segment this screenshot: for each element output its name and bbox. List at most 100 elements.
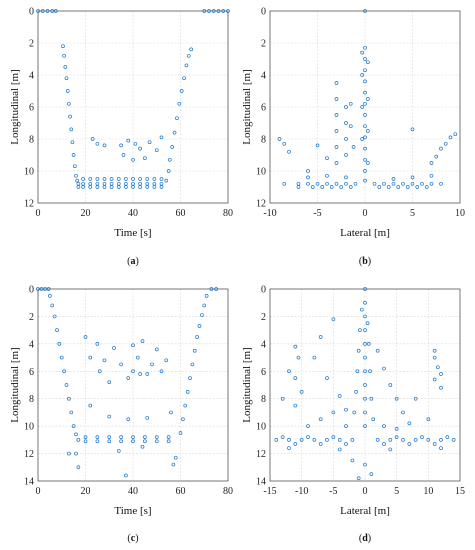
scatter-point (164, 358, 169, 363)
scatter-point (439, 446, 443, 450)
scatter-point (166, 439, 171, 444)
scatter-point (432, 442, 437, 446)
scatter-point (415, 185, 420, 189)
y-tick-label: 10 (256, 422, 266, 433)
scatter-point (169, 410, 173, 415)
scatter-point (396, 185, 401, 189)
scatter-point (382, 442, 386, 446)
scatter-point (344, 424, 348, 428)
x-tick-label: -10 (295, 486, 308, 497)
scatter-point (413, 396, 418, 401)
y-tick-label: 10 (24, 167, 34, 178)
scatter-point (166, 435, 171, 439)
y-tick-label: 6 (29, 367, 34, 378)
panel-label: (c) (127, 533, 138, 544)
scatter-point (280, 396, 285, 401)
scatter-point (95, 181, 100, 186)
scatter-point (188, 376, 192, 380)
y-tick-label: 10 (24, 422, 34, 433)
scatter-point (90, 137, 95, 141)
scatter-point (102, 143, 107, 148)
scatter-point (388, 383, 393, 387)
scatter-point (325, 156, 329, 161)
scatter-point (173, 455, 178, 460)
scatter-point (394, 427, 399, 431)
scatter-point (71, 153, 76, 157)
scatter-point (306, 181, 310, 186)
scatter-point (50, 9, 55, 13)
scatter-point (76, 181, 81, 186)
scatter-point (382, 366, 386, 371)
scatter-point (197, 324, 202, 328)
scatter-point (432, 377, 437, 382)
scatter-point (359, 307, 364, 312)
scatter-point (339, 185, 344, 189)
scatter-point (439, 372, 443, 376)
scatter-point (159, 177, 164, 181)
y-tick-label: 4 (29, 71, 34, 82)
scatter-point (159, 181, 164, 186)
scatter-point (116, 185, 121, 189)
scatter-point (391, 177, 396, 181)
scatter-point (76, 465, 81, 470)
scatter-point (363, 424, 367, 428)
scatter-point (71, 424, 76, 428)
x-axis-label: Lateral [m] (340, 227, 390, 239)
x-tick-label: 0 (36, 208, 41, 219)
scatter-point (369, 396, 374, 401)
scatter-point (138, 185, 142, 189)
scatter-point (424, 185, 429, 189)
scatter-point (145, 416, 150, 420)
scatter-point (95, 342, 100, 346)
scatter-point (363, 57, 367, 61)
scatter-point (368, 369, 372, 374)
scatter-point (413, 438, 418, 442)
scatter-point (334, 97, 339, 101)
x-tick-label: 10 (423, 486, 433, 497)
scatter-point (109, 185, 114, 189)
scatter-point (67, 451, 71, 456)
scatter-point (178, 431, 183, 435)
scatter-point (334, 161, 339, 165)
scatter-point (405, 185, 410, 189)
scatter-point (325, 173, 329, 178)
scatter-point (74, 173, 78, 178)
scatter-point (107, 414, 112, 419)
scatter-point (337, 394, 342, 398)
scatter-point (363, 328, 367, 332)
scatter-point (39, 287, 44, 291)
plot-frame (269, 10, 461, 204)
scatter-point (443, 141, 448, 146)
scatter-point (386, 185, 391, 189)
scatter-point (348, 185, 353, 189)
scatter-point (226, 9, 230, 13)
scatter-point (88, 177, 93, 181)
scatter-point (59, 355, 64, 360)
scatter-point (363, 383, 367, 387)
scatter-point (88, 403, 93, 408)
subplot-2: -10 -5 0 5 10 0 2 4 6 8 10 12 Lateral [m] Longitudina… (241, 7, 465, 268)
scatter-point (360, 137, 364, 141)
scatter-point (363, 178, 367, 183)
scatter-point (315, 181, 320, 186)
scatter-point (45, 9, 50, 13)
x-tick-label: 0 (363, 208, 368, 219)
y-tick-label: 4 (29, 339, 34, 350)
scatter-point (363, 79, 367, 84)
scatter-point (420, 181, 424, 186)
scatter-point (363, 157, 367, 162)
scatter-point (306, 169, 310, 173)
scatter-point (366, 60, 370, 65)
y-tick-label: 2 (29, 39, 34, 50)
x-tick-label: 60 (176, 486, 186, 497)
scatter-point (131, 343, 135, 348)
scatter-point (435, 365, 440, 370)
scatter-point (274, 438, 279, 442)
scatter-point (135, 355, 140, 360)
scatter-point (119, 439, 123, 444)
x-axis-label: Lateral [m] (340, 505, 390, 517)
scatter-point (296, 355, 301, 360)
scatter-point (344, 175, 348, 180)
scatter-point (366, 342, 371, 346)
scatter-point (306, 424, 310, 428)
